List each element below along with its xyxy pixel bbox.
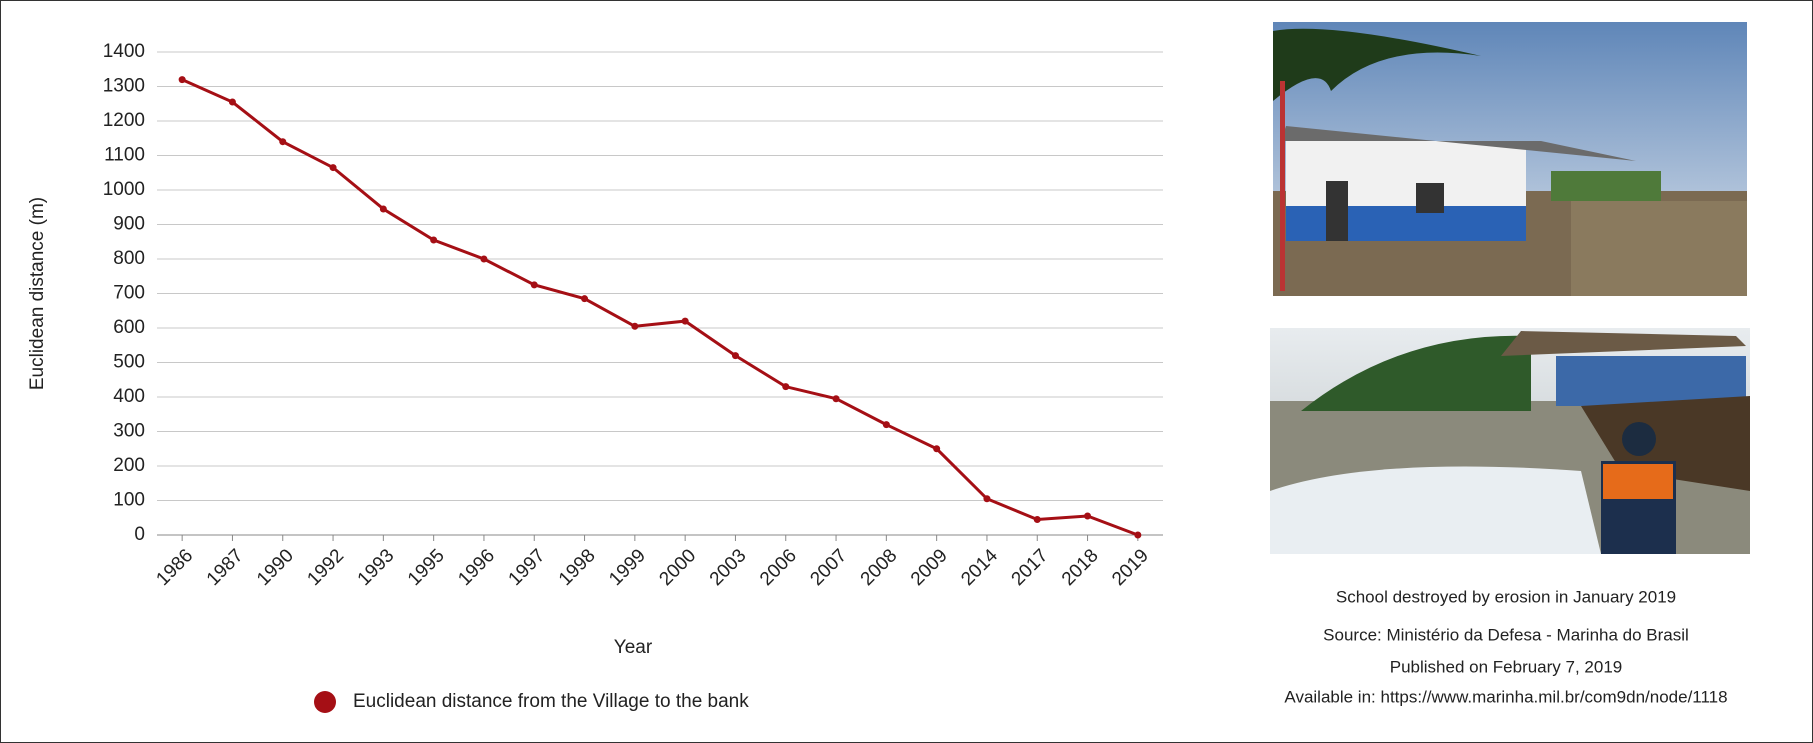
x-tick-label: 1995: [404, 545, 449, 590]
data-point: [631, 322, 639, 330]
y-tick-label: 800: [113, 248, 145, 269]
x-tick-label: 2014: [957, 545, 1002, 590]
y-tick-label: 1300: [103, 76, 145, 97]
x-tick-label: 2007: [806, 545, 851, 590]
x-tick-label: 2008: [857, 545, 902, 590]
data-point: [1084, 512, 1092, 520]
photo-top: [1273, 22, 1747, 296]
data-point: [1134, 531, 1142, 539]
data-point: [933, 445, 941, 453]
data-point: [178, 76, 186, 84]
x-tick-label: 2019: [1108, 545, 1153, 590]
data-point: [379, 205, 387, 213]
y-axis-label: Euclidean distance (m): [27, 197, 48, 390]
y-tick-label: 400: [113, 386, 145, 407]
data-point: [1033, 515, 1041, 523]
x-axis-label: Year: [614, 637, 653, 658]
legend-label: Euclidean distance from the Village to t…: [353, 691, 749, 712]
y-tick-label: 1200: [103, 110, 145, 131]
x-tick-label: 1998: [555, 545, 600, 590]
data-point: [882, 421, 890, 429]
data-point: [731, 352, 739, 360]
legend-marker: [314, 691, 336, 713]
photo-bottom: [1270, 328, 1750, 554]
x-tick-label: 1992: [303, 545, 348, 590]
x-tick-label: 2018: [1058, 545, 1103, 590]
photo-caption: Published on February 7, 2019: [1390, 657, 1623, 676]
x-tick-label: 2000: [655, 545, 700, 590]
data-point: [832, 395, 840, 403]
data-point: [228, 98, 236, 106]
data-point: [581, 295, 589, 303]
x-tick-label: 1999: [605, 545, 650, 590]
x-tick-label: 1990: [253, 545, 298, 590]
photo-caption: School destroyed by erosion in January 2…: [1336, 587, 1676, 606]
y-tick-label: 300: [113, 421, 145, 442]
y-tick-label: 0: [134, 524, 145, 545]
x-tick-label: 2009: [907, 545, 952, 590]
data-point: [329, 164, 337, 172]
y-tick-label: 200: [113, 455, 145, 476]
data-point: [681, 317, 689, 325]
x-tick-label: 1996: [454, 545, 499, 590]
y-tick-label: 100: [113, 490, 145, 511]
y-tick-label: 500: [113, 352, 145, 373]
y-tick-label: 1400: [103, 41, 145, 62]
data-point: [279, 138, 287, 146]
y-tick-label: 600: [113, 317, 145, 338]
x-tick-label: 1986: [152, 545, 197, 590]
data-point: [430, 236, 438, 244]
x-tick-label: 2003: [706, 545, 751, 590]
x-tick-label: 1987: [203, 545, 248, 590]
photo-caption: Available in: https://www.marinha.mil.br…: [1284, 687, 1727, 706]
y-tick-label: 700: [113, 283, 145, 304]
x-tick-label: 2006: [756, 545, 801, 590]
photo-caption: Source: Ministério da Defesa - Marinha d…: [1323, 625, 1689, 644]
x-tick-label: 2017: [1008, 545, 1053, 590]
data-line: [181, 78, 1139, 537]
y-tick-label: 1100: [104, 145, 145, 166]
data-point: [782, 383, 790, 391]
y-tick-label: 900: [113, 214, 145, 235]
y-tick-label: 1000: [103, 179, 145, 200]
x-tick-label: 1993: [354, 545, 399, 590]
data-point: [530, 281, 538, 289]
data-point: [983, 495, 991, 503]
data-point: [480, 255, 488, 263]
x-tick-label: 1997: [505, 545, 550, 590]
